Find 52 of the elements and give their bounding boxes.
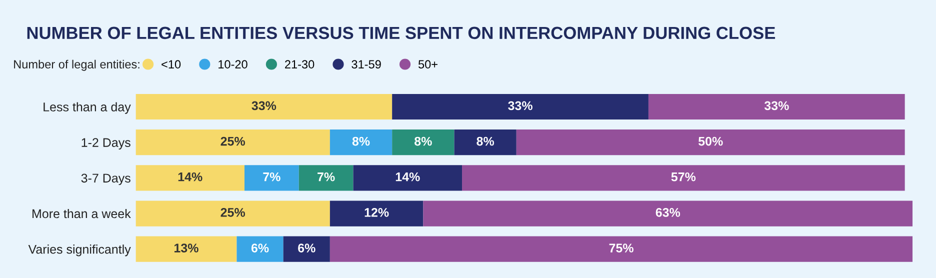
bar — [516, 130, 905, 156]
bar — [298, 165, 354, 191]
y-tick-label: 3-7 Days — [81, 174, 130, 186]
y-tick-label: More than a week — [32, 208, 131, 218]
data-label: 33% — [508, 101, 532, 110]
data-label: 8% — [414, 136, 432, 146]
legend-label: 50+ — [418, 60, 438, 68]
bar — [136, 130, 330, 156]
bar — [136, 165, 244, 191]
data-label: 7% — [263, 172, 280, 182]
legend-label: 21-30 — [285, 60, 314, 68]
bar — [462, 165, 905, 191]
legend-label: 31-59 — [352, 60, 381, 68]
bar — [392, 130, 454, 156]
y-tick-label: 1-2 Days — [82, 138, 130, 150]
data-label: 6% — [251, 244, 269, 252]
bar — [244, 165, 299, 191]
legend-label: 10-20 — [218, 60, 248, 68]
chart-title: NUMBER OF LEGAL ENTITIES VERSUS TIME SPENT ON INTERCOMPANY DURING CLOSE — [27, 26, 776, 40]
data-label: 50% — [698, 136, 723, 146]
y-tick-label: Varies significantly — [28, 244, 131, 256]
bar — [236, 236, 284, 262]
bar — [330, 236, 913, 262]
legend-title: Number of legal entities: — [14, 60, 140, 71]
bar — [330, 130, 392, 156]
data-label: 7% — [318, 172, 335, 182]
bar — [136, 236, 237, 262]
data-label: 57% — [671, 172, 696, 182]
data-label: 33% — [764, 101, 789, 110]
data-label: 14% — [396, 172, 420, 182]
bar — [454, 130, 516, 156]
data-label: 25% — [220, 208, 246, 217]
bar — [392, 94, 648, 120]
bar — [283, 236, 330, 262]
bar — [136, 94, 392, 120]
data-label: 6% — [298, 244, 316, 252]
data-label: 63% — [656, 208, 680, 217]
data-label: 8% — [352, 136, 370, 146]
bar — [353, 165, 462, 191]
data-label: 33% — [252, 101, 276, 110]
data-label: 25% — [220, 136, 246, 146]
bar — [136, 200, 330, 226]
bar — [330, 200, 424, 226]
data-label: 12% — [364, 208, 389, 217]
data-label: 13% — [174, 244, 198, 252]
legend-label: <10 — [162, 60, 181, 68]
bar — [423, 200, 913, 226]
data-label: 8% — [476, 136, 494, 146]
y-tick-label: Less than a day — [44, 102, 131, 114]
data-label: 14% — [178, 172, 202, 182]
data-label: 75% — [609, 244, 634, 252]
bar — [648, 94, 905, 120]
